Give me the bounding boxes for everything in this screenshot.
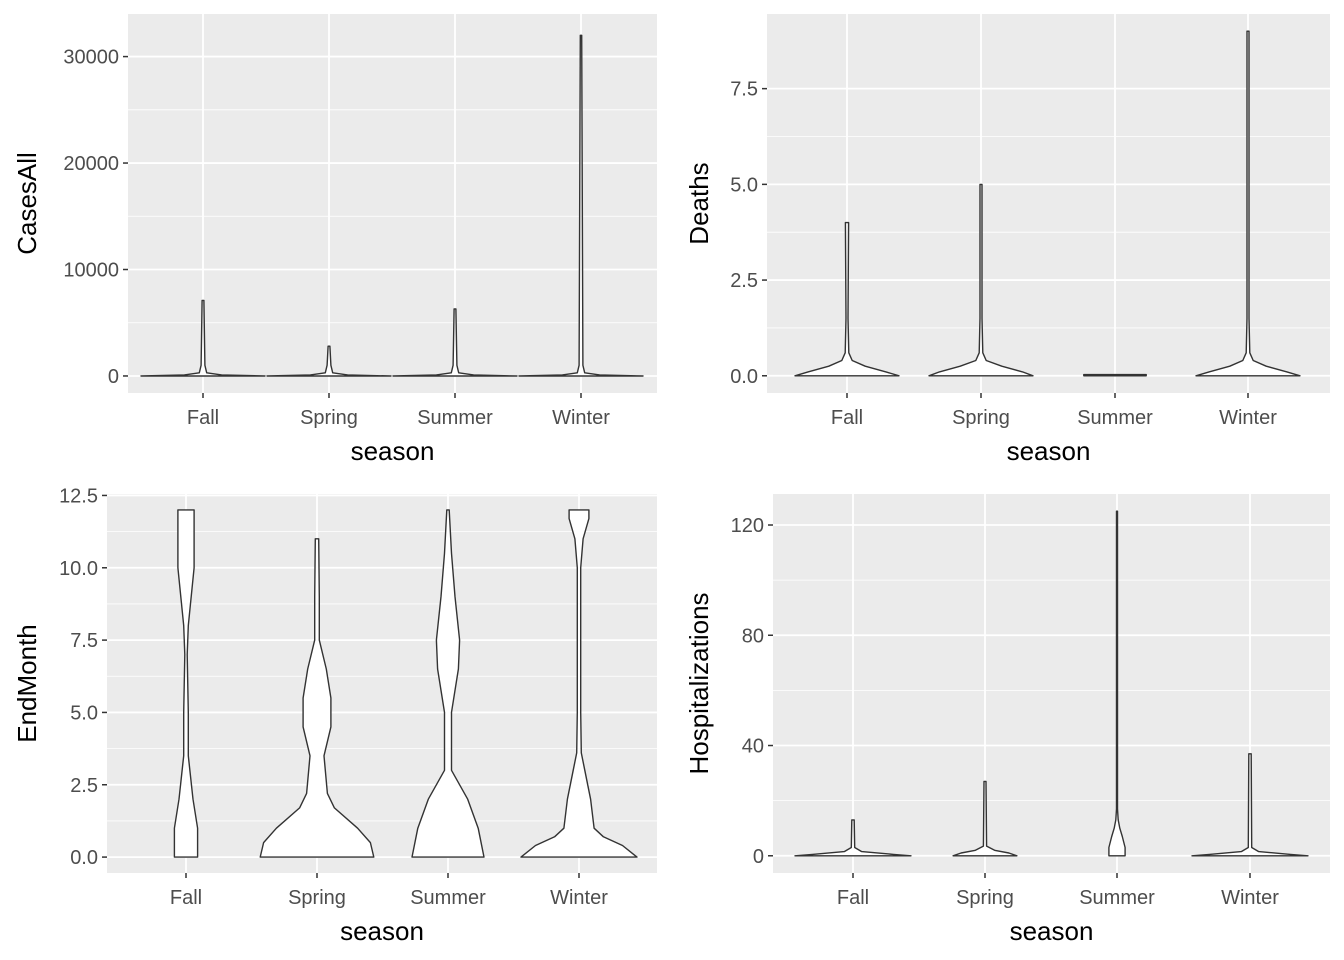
panel-hospitalizations: 0 40 80 120 Fall Spring Summer Winter season Hosp… <box>684 494 1330 946</box>
x-axis-title: season <box>1007 436 1091 466</box>
y-axis-title: EndMonth <box>12 624 42 743</box>
violin-summer <box>1108 510 1126 857</box>
x-tick-label: Winter <box>552 407 610 429</box>
x-tick-label: Summer <box>1077 407 1153 429</box>
y-tick-label: 12.5 <box>59 485 98 507</box>
y-axis-title: Hospitalizations <box>684 592 714 774</box>
x-tick-label: Winter <box>1219 407 1277 429</box>
panel-casesall: 0 10000 20000 30000 Fall Spring Summer Winter se… <box>12 14 657 466</box>
violin-spring <box>266 345 392 377</box>
y-axis-title: CasesAll <box>12 152 42 255</box>
violin-winter <box>520 509 638 858</box>
y-tick-label: 0 <box>753 846 764 868</box>
y-tick-label: 40 <box>742 736 764 758</box>
panel-background <box>773 494 1330 873</box>
violin-winter <box>1191 753 1309 857</box>
x-tick-label: Fall <box>831 407 863 429</box>
violin-summer <box>1083 373 1147 377</box>
violin-fall <box>173 509 199 858</box>
x-tick-label: Winter <box>1221 887 1279 909</box>
violin-fall <box>140 299 266 377</box>
x-tick-label: Summer <box>410 887 486 909</box>
y-tick-label: 10.0 <box>59 558 98 580</box>
y-tick-label: 5.0 <box>70 702 98 724</box>
violin-winter <box>1195 30 1301 377</box>
panel-background <box>107 494 657 873</box>
x-tick-label: Spring <box>288 887 346 909</box>
panel-deaths: 0.0 2.5 5.0 7.5 Fall Spring Summer Winter season… <box>684 14 1330 466</box>
x-tick-label: Spring <box>952 407 1010 429</box>
y-tick-label: 20000 <box>63 153 119 175</box>
x-tick-label: Fall <box>187 407 219 429</box>
x-tick-label: Summer <box>1079 887 1155 909</box>
x-axis-title: season <box>340 916 424 946</box>
violin-spring <box>952 780 1018 857</box>
x-axis-title: season <box>1010 916 1094 946</box>
y-tick-label: 2.5 <box>70 775 98 797</box>
violin-spring <box>928 183 1034 377</box>
x-axis-title: season <box>351 436 435 466</box>
panel-background <box>128 14 657 393</box>
y-tick-label: 0 <box>108 366 119 388</box>
panel-endmonth: 0.0 2.5 5.0 7.5 10.0 12.5 Fall Spring Summer Wint… <box>12 485 657 946</box>
x-tick-label: Summer <box>417 407 493 429</box>
violin-summer <box>411 509 485 858</box>
violin-winter <box>518 34 644 377</box>
violin-fall <box>794 221 900 377</box>
y-tick-label: 30000 <box>63 47 119 69</box>
panel-background <box>767 14 1330 393</box>
x-tick-label: Spring <box>300 407 358 429</box>
y-tick-label: 10000 <box>63 260 119 282</box>
y-tick-label: 80 <box>742 625 764 647</box>
y-tick-label: 120 <box>731 515 764 537</box>
y-tick-label: 0.0 <box>70 847 98 869</box>
y-tick-label: 0.0 <box>730 366 758 388</box>
y-tick-label: 7.5 <box>70 630 98 652</box>
y-tick-label: 7.5 <box>730 79 758 101</box>
x-tick-label: Spring <box>956 887 1014 909</box>
x-tick-label: Fall <box>837 887 869 909</box>
x-tick-label: Fall <box>170 887 202 909</box>
violin-fall <box>794 819 912 857</box>
y-tick-label: 5.0 <box>730 174 758 196</box>
y-tick-label: 2.5 <box>730 270 758 292</box>
y-axis-title: Deaths <box>684 162 714 244</box>
x-tick-label: Winter <box>550 887 608 909</box>
violin-spring <box>259 538 375 858</box>
violin-summer <box>392 308 518 377</box>
